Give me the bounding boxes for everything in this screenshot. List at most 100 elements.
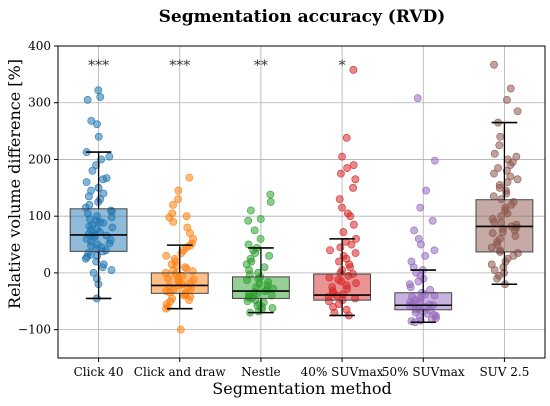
plot-frame xyxy=(57,45,546,359)
data-point xyxy=(162,251,171,260)
data-point xyxy=(512,152,521,161)
data-point xyxy=(410,226,419,235)
data-point xyxy=(87,116,96,125)
data-point xyxy=(347,240,356,249)
data-point xyxy=(268,304,277,312)
y-axis-label: Relative volume difference [%] xyxy=(5,59,24,309)
data-point xyxy=(94,86,103,95)
data-point xyxy=(256,234,265,243)
x-tick-label: Nestle xyxy=(241,365,281,379)
data-point xyxy=(490,169,498,178)
box-layer xyxy=(69,121,534,324)
data-point xyxy=(513,175,522,184)
data-point xyxy=(84,192,93,201)
data-point xyxy=(174,195,182,204)
points-layer xyxy=(81,60,522,334)
x-axis-label: Segmentation method xyxy=(212,379,391,398)
data-point xyxy=(88,166,97,175)
data-point xyxy=(176,325,185,334)
data-point xyxy=(349,220,358,229)
data-point xyxy=(493,274,502,283)
data-point xyxy=(256,215,265,223)
data-point xyxy=(489,192,498,201)
data-point xyxy=(506,84,515,93)
data-point xyxy=(94,132,103,141)
data-point xyxy=(494,164,502,172)
data-point xyxy=(177,249,186,257)
data-point xyxy=(93,120,101,129)
data-point xyxy=(250,226,259,235)
significance-marker: ** xyxy=(254,58,268,74)
grid-layer xyxy=(58,45,545,358)
data-point xyxy=(490,60,498,69)
x-tick-label: SUV 2.5 xyxy=(479,365,529,379)
data-point xyxy=(335,195,344,204)
y-tick-label: 100 xyxy=(28,209,51,223)
data-point xyxy=(338,203,346,212)
data-point xyxy=(92,257,100,266)
data-point xyxy=(495,141,504,150)
significance-layer: *** *** ** * xyxy=(88,58,346,74)
data-point xyxy=(337,169,345,178)
y-tick-label: 200 xyxy=(28,152,51,166)
data-point xyxy=(99,175,107,184)
data-point xyxy=(416,240,425,249)
data-point xyxy=(83,95,92,104)
y-tick-label: 400 xyxy=(28,39,51,53)
data-point xyxy=(169,217,178,226)
data-point xyxy=(82,178,91,187)
data-point xyxy=(265,251,274,260)
x-tick-label: 40% SUVmax xyxy=(301,365,384,379)
x-tick-label: Click and draw xyxy=(134,365,227,379)
data-point xyxy=(349,183,357,192)
data-point xyxy=(169,200,177,209)
data-point xyxy=(343,164,352,172)
data-point xyxy=(266,190,275,199)
box-iqr xyxy=(232,276,290,299)
data-point xyxy=(336,243,345,252)
data-point xyxy=(490,149,499,158)
data-point xyxy=(490,266,499,274)
data-point xyxy=(185,296,194,305)
data-point xyxy=(339,228,348,236)
data-point xyxy=(349,65,358,74)
data-point xyxy=(81,254,90,263)
data-point xyxy=(97,155,106,164)
data-point xyxy=(174,186,183,195)
data-point xyxy=(346,212,355,221)
x-tick-label: Click 40 xyxy=(74,365,124,379)
data-point xyxy=(496,132,505,141)
y-tick-label: 300 xyxy=(28,96,51,110)
data-point xyxy=(96,93,105,101)
data-point xyxy=(326,246,334,255)
data-point xyxy=(416,203,425,212)
data-point xyxy=(185,173,194,182)
data-point xyxy=(506,161,515,170)
box-iqr xyxy=(69,208,128,252)
data-point xyxy=(351,175,360,184)
data-point xyxy=(421,251,430,260)
data-point xyxy=(422,186,430,195)
data-point xyxy=(430,156,439,165)
data-point xyxy=(107,266,116,274)
data-point xyxy=(351,249,360,257)
data-point xyxy=(414,277,423,286)
data-point xyxy=(98,263,107,272)
data-point xyxy=(406,283,415,291)
box-iqr xyxy=(313,273,371,301)
data-point xyxy=(244,216,253,225)
significance-marker: *** xyxy=(88,58,109,74)
significance-marker: *** xyxy=(169,58,190,74)
box-iqr xyxy=(150,272,209,294)
data-point xyxy=(182,212,191,221)
y-tick-label: −100 xyxy=(18,323,51,337)
box-iqr xyxy=(394,292,453,311)
data-point xyxy=(266,198,275,206)
data-point xyxy=(422,309,431,318)
data-point xyxy=(513,107,522,116)
x-tick-label: 50% SUVmax xyxy=(382,365,465,379)
data-point xyxy=(413,94,422,103)
data-point xyxy=(430,246,439,255)
